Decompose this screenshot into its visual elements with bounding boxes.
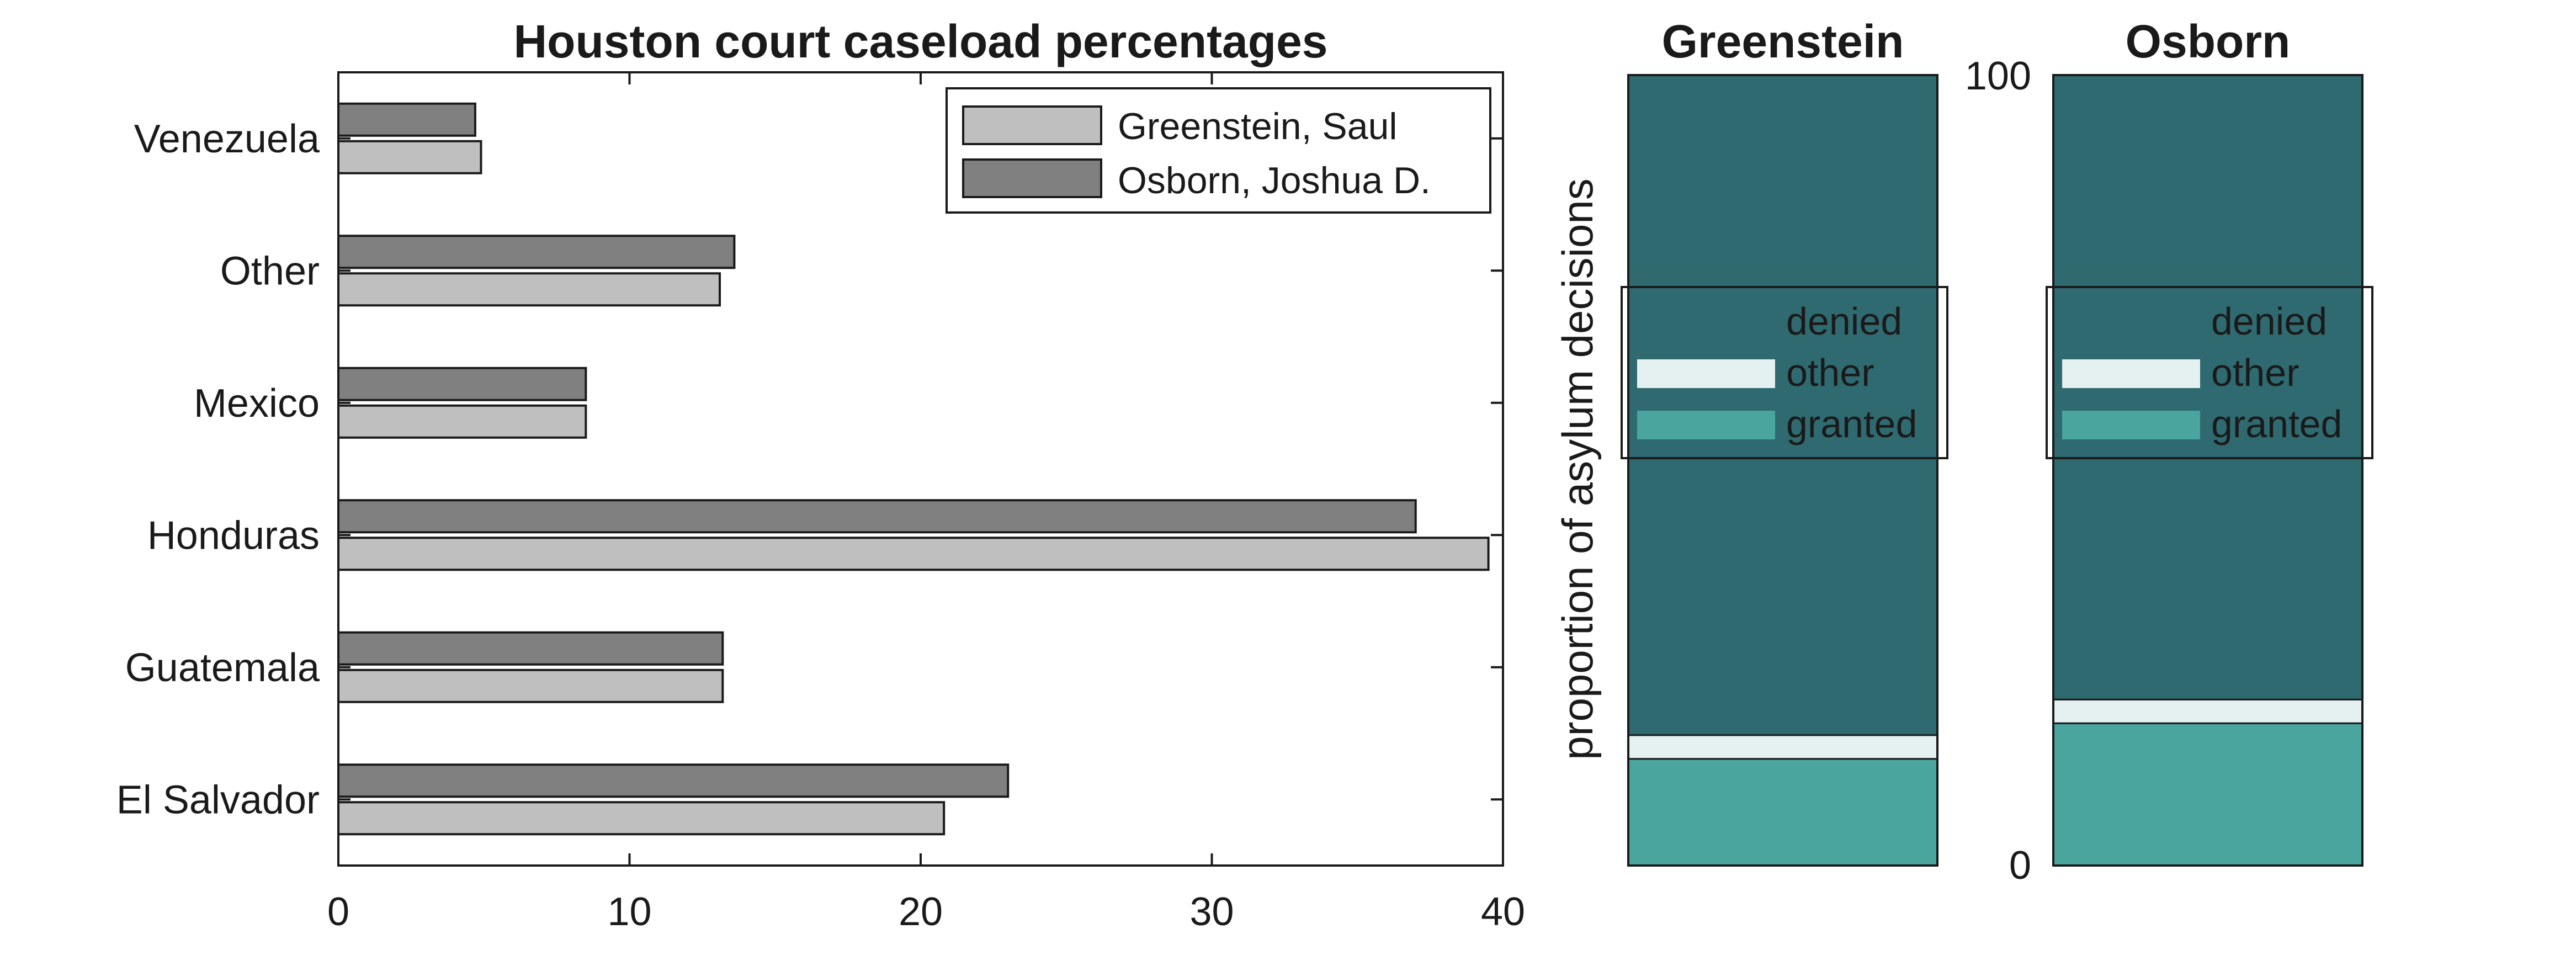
segment-osborn-other — [2052, 698, 2363, 724]
bar-mexico-osborn — [337, 367, 587, 401]
y-tick-label-bottom: 0 — [2009, 843, 2031, 888]
panel-osborn: Osborn denied other granted — [2046, 15, 2373, 867]
x-tick-label-40: 40 — [1481, 890, 1525, 934]
panel-title-osborn: Osborn — [2126, 15, 2291, 67]
bar-honduras-greenstein — [337, 537, 1490, 571]
x-tick-label-30: 30 — [1189, 890, 1234, 934]
legend-label-greenstein: Greenstein, Saul — [1118, 105, 1398, 147]
bar-honduras-osborn — [337, 499, 1417, 534]
y-tick-label-honduras: Honduras — [147, 513, 320, 558]
legend-swatch-denied — [2062, 308, 2200, 337]
segment-osborn-granted — [2052, 722, 2363, 867]
caseload-bar-chart: Houston court caseload percentages El Sa… — [116, 15, 1525, 934]
legend-osborn: denied other granted — [2046, 286, 2373, 459]
y-tick-label-el-salvador: El Salvador — [116, 778, 320, 822]
panel-title-greenstein: Greenstein — [1662, 15, 1904, 67]
asylum-decisions-stacked-chart: proportion of asylum decisions Greenstei… — [1553, 15, 2373, 888]
legend-swatch-denied — [1637, 308, 1775, 337]
y-tick-labels: El Salvador Guatemala Honduras Mexico Other V… — [116, 117, 1503, 822]
y-tick-label-guatemala: Guatemala — [125, 646, 320, 690]
legend-box — [1621, 286, 1948, 459]
legend-swatch-other — [1637, 359, 1775, 388]
legend-greenstein: denied other granted — [1621, 286, 1948, 459]
bar-el-salvador-greenstein — [337, 801, 946, 836]
legend-swatch-other — [2062, 359, 2200, 388]
y-tick-label-venezuela: Venezuela — [134, 117, 320, 161]
legend-swatch-greenstein — [962, 105, 1102, 145]
y-tick-label-other: Other — [220, 249, 320, 293]
panel-greenstein: Greenstein denied other granted — [1621, 15, 1948, 867]
bar-mexico-greenstein — [337, 404, 587, 439]
legend-label-granted: granted — [1786, 402, 1917, 445]
x-tick-label-10: 10 — [607, 890, 651, 934]
bar-el-salvador-osborn — [337, 763, 1010, 798]
y-axis-label: proportion of asylum decisions — [1553, 178, 1602, 760]
bar-venezuela-osborn — [337, 102, 476, 137]
legend-label-granted: granted — [2211, 402, 2342, 445]
legend-label-denied: denied — [1786, 300, 1902, 343]
bar-guatemala-greenstein — [337, 668, 724, 703]
legend-label-other: other — [2211, 351, 2299, 394]
panel-frame — [2052, 74, 2363, 867]
x-tick-label-0: 0 — [327, 890, 349, 934]
legend-label-denied: denied — [2211, 300, 2327, 343]
legend-swatch-granted — [1637, 411, 1775, 439]
legend: Greenstein, Saul Osborn, Joshua D. — [946, 87, 1491, 214]
y-tick-label-mexico: Mexico — [194, 381, 320, 426]
segment-greenstein-granted — [1627, 758, 1938, 867]
segment-greenstein-other — [1627, 734, 1938, 760]
legend-label-osborn: Osborn, Joshua D. — [1118, 160, 1431, 201]
chart-title: Houston court caseload percentages — [513, 15, 1327, 67]
panel-frame — [1627, 74, 1938, 867]
legend-label-other: other — [1786, 351, 1874, 394]
legend-box — [2046, 286, 2373, 459]
bar-guatemala-osborn — [337, 631, 724, 666]
y-tick-label-top: 100 — [1965, 54, 2031, 98]
bar-venezuela-greenstein — [337, 140, 482, 174]
legend-swatch-granted — [2062, 411, 2200, 439]
bar-other-osborn — [337, 235, 736, 269]
x-tick-labels: 0 10 20 30 40 — [327, 72, 1525, 934]
bars — [337, 102, 1490, 836]
panels: Greenstein denied other granted Osborn denied… — [1621, 15, 2373, 867]
legend-box — [946, 87, 1491, 214]
x-tick-label-20: 20 — [899, 890, 943, 934]
bar-other-greenstein — [337, 272, 721, 307]
legend-swatch-osborn — [962, 158, 1102, 198]
